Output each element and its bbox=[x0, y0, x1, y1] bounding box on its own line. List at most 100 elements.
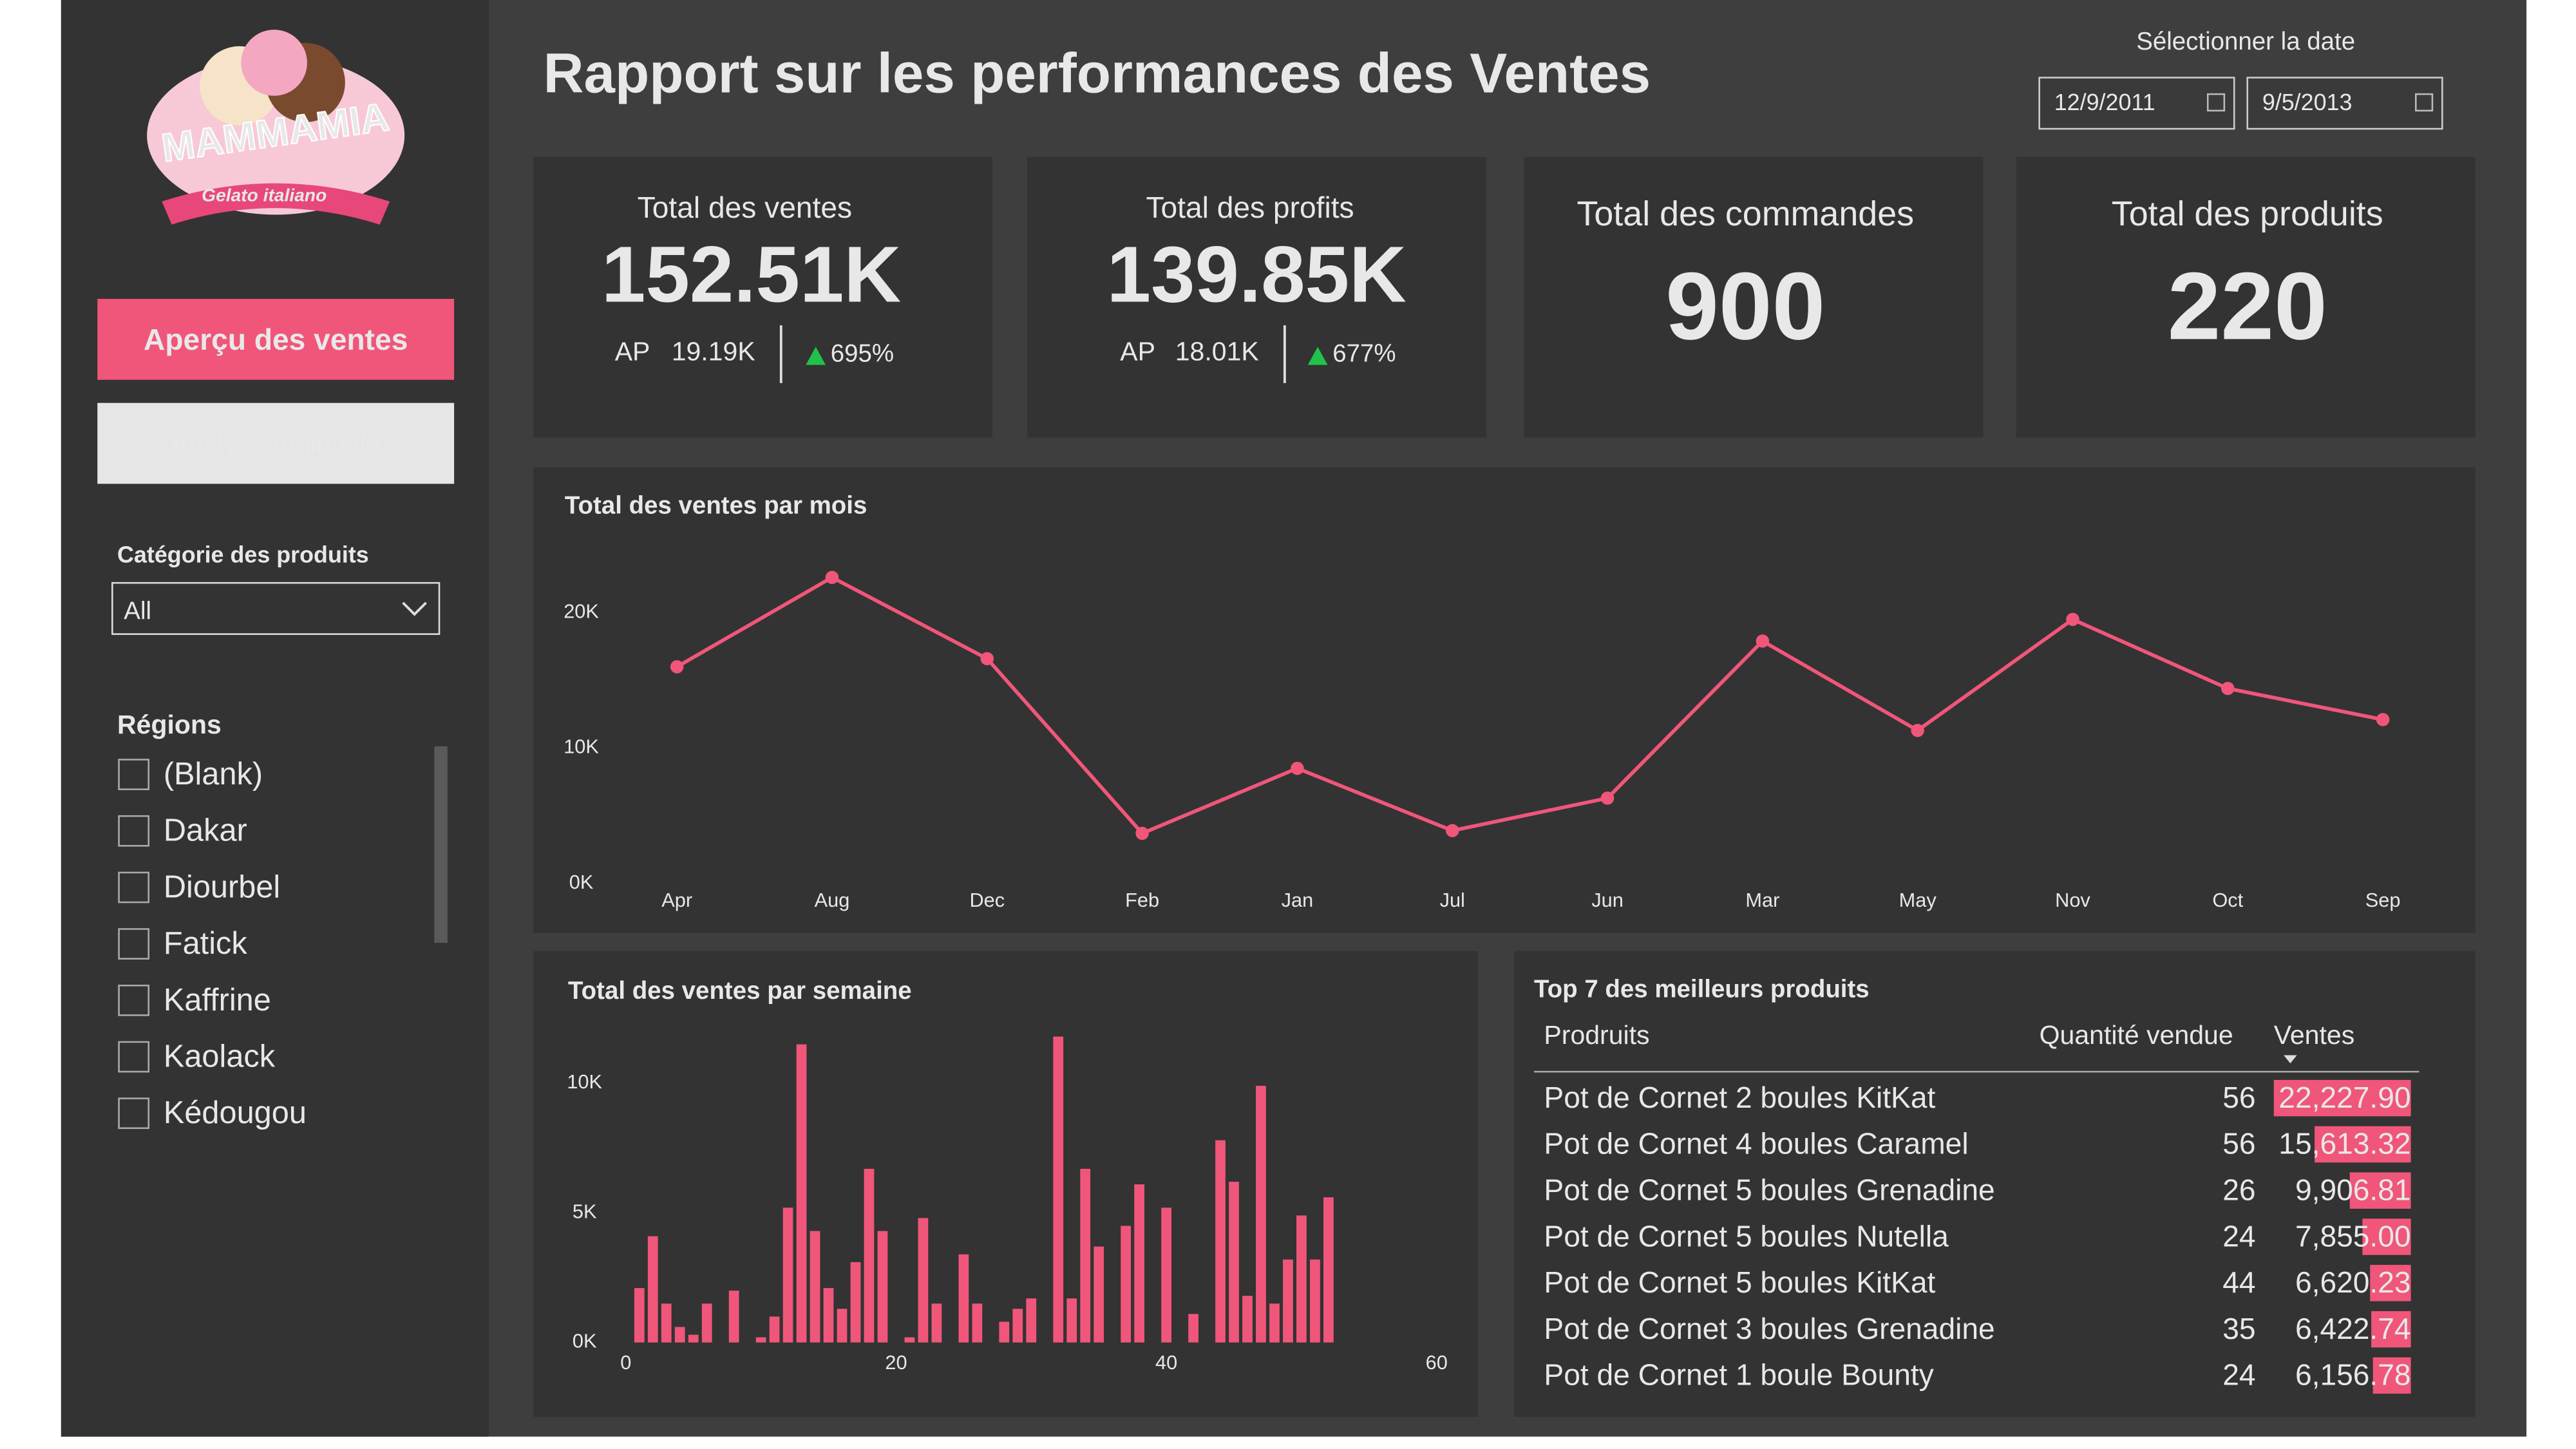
nav-button[interactable] bbox=[97, 299, 455, 380]
bar bbox=[782, 1208, 793, 1343]
bar bbox=[1310, 1259, 1320, 1343]
bar bbox=[755, 1337, 766, 1343]
page-title: Rapport sur les performances des Ventes bbox=[544, 43, 1651, 105]
bar bbox=[1188, 1314, 1198, 1343]
cell-quantity: 26 bbox=[2222, 1173, 2255, 1206]
cell-sales: 6,620.23 bbox=[2295, 1265, 2411, 1299]
data-bar bbox=[2362, 1218, 2411, 1255]
region-name: Kédougou bbox=[164, 1095, 307, 1130]
checkbox[interactable] bbox=[118, 871, 150, 904]
y-tick-label: 10K bbox=[567, 1070, 602, 1093]
logo-scoop bbox=[241, 30, 307, 96]
y-tick-label: 5K bbox=[573, 1200, 597, 1222]
cell-product: Pot de Cornet 1 boule Bounty bbox=[1544, 1358, 1933, 1392]
region-name: Diourbel bbox=[164, 869, 280, 904]
bar bbox=[1026, 1298, 1037, 1343]
kpi-title: Total des ventes bbox=[638, 191, 852, 224]
checkbox[interactable] bbox=[118, 759, 150, 790]
x-tick-label: Jan bbox=[1282, 889, 1314, 911]
region-name: Kaffrine bbox=[164, 983, 271, 1018]
point bbox=[825, 571, 839, 584]
x-tick-label: May bbox=[1899, 889, 1937, 911]
cell-sales: 6,156.78 bbox=[2295, 1358, 2411, 1392]
point bbox=[1756, 634, 1770, 648]
cell-quantity: 24 bbox=[2222, 1219, 2255, 1253]
sort-arrow bbox=[2284, 1055, 2297, 1064]
cell-quantity: 44 bbox=[2222, 1265, 2255, 1299]
point bbox=[670, 660, 684, 674]
checkbox[interactable] bbox=[118, 815, 150, 847]
date-value: 9/5/2013 bbox=[2262, 90, 2353, 115]
cell-product: Pot de Cornet 3 boules Grenadine bbox=[1544, 1312, 1994, 1345]
cell-quantity: 56 bbox=[2222, 1081, 2255, 1114]
kpi-value: 139.85K bbox=[1107, 231, 1406, 319]
checkbox[interactable] bbox=[118, 1041, 150, 1073]
kpi-prior: 19.19K bbox=[672, 337, 755, 366]
bar bbox=[1296, 1215, 1307, 1343]
bar bbox=[1066, 1298, 1077, 1343]
filter-label: Catégorie des produits bbox=[117, 542, 369, 568]
bar bbox=[864, 1168, 875, 1343]
cell-product: Pot de Cornet 4 boules Caramel bbox=[1544, 1127, 1968, 1160]
x-tick-label: 0 bbox=[620, 1351, 631, 1374]
kpi-card bbox=[533, 156, 993, 438]
kpi-card bbox=[2016, 156, 2476, 438]
nav-button[interactable] bbox=[97, 402, 455, 484]
dropdown[interactable] bbox=[111, 582, 440, 635]
kpi-title: Total des profits bbox=[1146, 191, 1354, 224]
kpi-value: 900 bbox=[1665, 252, 1825, 359]
date-input[interactable] bbox=[2246, 77, 2443, 130]
column-header: Quantité vendue bbox=[2040, 1020, 2233, 1050]
bar bbox=[837, 1309, 848, 1343]
cell-product: Pot de Cornet 5 boules Grenadine bbox=[1544, 1173, 1994, 1206]
scrollbar bbox=[434, 746, 448, 943]
region-name: Fatick bbox=[164, 926, 248, 961]
logo-tagline: Gelato italiano bbox=[202, 185, 327, 205]
x-tick-label: Aug bbox=[815, 889, 850, 911]
cell-quantity: 56 bbox=[2222, 1127, 2255, 1160]
nav-label: Aperçu des ventes bbox=[144, 323, 408, 356]
point bbox=[1291, 761, 1304, 775]
bar bbox=[1269, 1303, 1280, 1343]
point bbox=[1445, 824, 1459, 838]
column-header: Prodruits bbox=[1544, 1020, 1649, 1050]
bar-panel bbox=[533, 951, 1478, 1417]
kpi-value: 152.51K bbox=[601, 231, 901, 319]
bar bbox=[728, 1291, 739, 1343]
data-bar bbox=[2370, 1265, 2411, 1302]
data-bar bbox=[2315, 1126, 2411, 1163]
table-title: Top 7 des meilleurs produits bbox=[1534, 976, 1870, 1003]
up-arrow bbox=[1307, 346, 1328, 365]
line bbox=[676, 575, 2383, 836]
data-bar bbox=[2372, 1357, 2411, 1394]
cell-sales: 15,613.32 bbox=[2278, 1127, 2410, 1160]
bar bbox=[1080, 1168, 1091, 1343]
x-tick-label: 40 bbox=[1155, 1351, 1177, 1374]
date-label: Sélectionner la date bbox=[2136, 28, 2355, 55]
bar bbox=[1256, 1086, 1266, 1343]
checkbox[interactable] bbox=[118, 928, 150, 960]
cell-product: Pot de Cornet 2 boules KitKat bbox=[1544, 1081, 1935, 1114]
point bbox=[2066, 612, 2079, 627]
bar bbox=[1012, 1309, 1023, 1343]
date-input[interactable] bbox=[2038, 77, 2235, 130]
bar bbox=[1121, 1226, 1132, 1343]
calendar-icon bbox=[2206, 93, 2226, 112]
regions-label: Régions bbox=[117, 710, 222, 739]
x-tick-label: Mar bbox=[1745, 889, 1779, 911]
x-tick-label: Oct bbox=[2212, 889, 2243, 911]
region-name: Dakar bbox=[164, 813, 247, 848]
checkbox[interactable] bbox=[118, 984, 150, 1016]
dropdown-chevron bbox=[402, 601, 427, 616]
logo-ribbon bbox=[162, 183, 390, 225]
logo-art bbox=[147, 30, 405, 225]
checkbox[interactable] bbox=[118, 1097, 150, 1130]
x-tick-label: Nov bbox=[2055, 889, 2090, 911]
x-tick-label: Jul bbox=[1440, 889, 1465, 911]
dropdown-value: All bbox=[124, 597, 151, 625]
table-panel bbox=[1514, 951, 2476, 1417]
point bbox=[980, 652, 994, 666]
x-tick-label: 60 bbox=[1426, 1351, 1448, 1374]
up-arrow bbox=[806, 346, 826, 365]
